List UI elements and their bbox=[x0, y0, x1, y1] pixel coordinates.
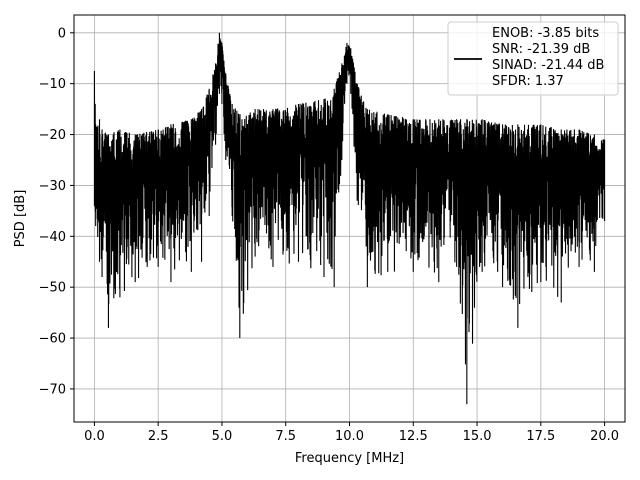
x-tick-label: 20.0 bbox=[590, 429, 619, 444]
x-tick-label: 5.0 bbox=[212, 429, 233, 444]
x-tick-label: 2.5 bbox=[148, 429, 169, 444]
y-tick-label: −30 bbox=[39, 179, 66, 194]
y-axis-label: PSD [dB] bbox=[13, 190, 28, 248]
y-tick-label: −20 bbox=[39, 128, 66, 143]
legend: ENOB: -3.85 bits SNR: -21.39 dB SINAD: -21… bbox=[447, 21, 619, 96]
x-axis-ticks: 0.0 2.5 5.0 7.5 10.0 12.5 15.0 17.5 20.0 bbox=[84, 422, 619, 444]
x-axis-label: Frequency [MHz] bbox=[295, 451, 404, 466]
psd-trace bbox=[93, 32, 606, 405]
legend-entry: ENOB: -3.85 bits SNR: -21.39 dB SINAD: -21… bbox=[492, 26, 604, 89]
x-tick-label: 12.5 bbox=[399, 429, 428, 444]
legend-box bbox=[447, 21, 619, 96]
x-tick-label: 10.0 bbox=[335, 429, 364, 444]
y-tick-label: −10 bbox=[39, 77, 66, 92]
x-tick-label: 7.5 bbox=[275, 429, 296, 444]
y-tick-label: −40 bbox=[39, 230, 66, 245]
y-tick-label: 0 bbox=[58, 26, 66, 41]
y-tick-label: −70 bbox=[39, 382, 66, 397]
legend-line: ENOB: -3.85 bits bbox=[492, 26, 599, 41]
y-tick-label: −50 bbox=[39, 281, 66, 296]
y-axis-ticks: 0 −10 −20 −30 −40 −50 −60 −70 bbox=[39, 26, 74, 397]
y-tick-label: −60 bbox=[39, 332, 66, 347]
x-tick-label: 0.0 bbox=[84, 429, 105, 444]
legend-line: SINAD: -21.44 dB bbox=[492, 58, 604, 73]
legend-line: SFDR: 1.37 bbox=[492, 74, 564, 89]
x-tick-label: 15.0 bbox=[463, 429, 492, 444]
legend-line: SNR: -21.39 dB bbox=[492, 42, 590, 57]
psd-series bbox=[93, 32, 606, 405]
x-tick-label: 17.5 bbox=[526, 429, 555, 444]
